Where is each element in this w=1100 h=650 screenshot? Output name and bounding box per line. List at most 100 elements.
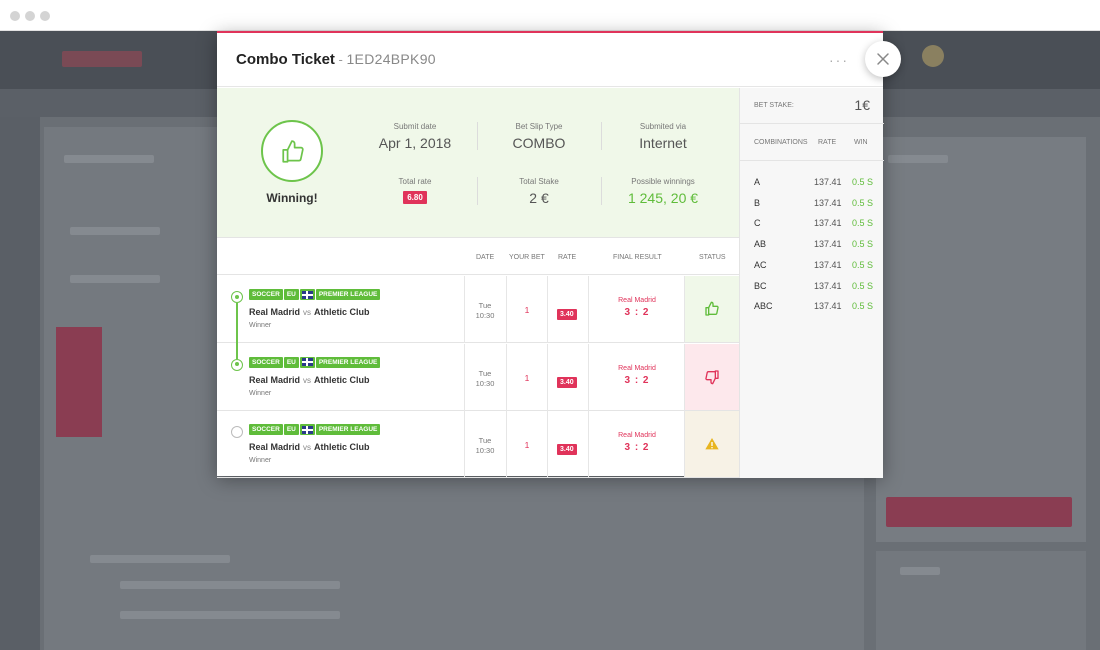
- thumbs-up-icon: [705, 301, 719, 316]
- region-tag: EU: [283, 356, 299, 368]
- match-date: Tue 10:30: [465, 436, 505, 456]
- rate-badge: 3.40: [557, 438, 577, 456]
- final-result: Real Madrid 3 : 2: [589, 365, 685, 386]
- away-team: Athletic Club: [314, 442, 370, 452]
- result-score: 3 : 2: [624, 374, 650, 386]
- combination-row: AC 137.41 0.5 S: [740, 255, 884, 275]
- window-dot-icon[interactable]: [25, 11, 35, 21]
- home-team: Real Madrid: [249, 307, 301, 317]
- region-tag: EU: [283, 424, 299, 435]
- cell-divider: [684, 276, 685, 343]
- match-day: Tue: [478, 368, 492, 378]
- submit-date-value: Apr 1, 2018: [378, 135, 452, 151]
- result-team: Real Madrid: [618, 432, 656, 439]
- market-label: Winner: [249, 389, 272, 397]
- warning-icon: [705, 438, 719, 450]
- match-time: 10:30: [475, 378, 495, 388]
- combination-row: AB 137.41 0.5 S: [740, 234, 884, 254]
- selection-radio[interactable]: [231, 426, 243, 438]
- selection-row: SOCCER EU PREMIER LEAGUE Real Madrid vs Athle…: [217, 411, 739, 478]
- result-score: 3 : 2: [624, 442, 650, 453]
- selection-chain-line: [236, 303, 238, 359]
- header-final-result: FINAL RESULT: [613, 254, 662, 261]
- selections-table-header: DATE YOUR BET RATE FINAL RESULT STATUS: [217, 239, 739, 275]
- combination-row: A 137.41 0.5 S: [740, 172, 884, 192]
- combination-name: A: [754, 177, 761, 187]
- your-bet: 1: [524, 372, 530, 383]
- match-name[interactable]: Real Madrid vs Athletic Club: [249, 375, 370, 385]
- close-button[interactable]: [865, 41, 901, 77]
- more-button[interactable]: ···: [829, 52, 849, 68]
- background-line: [70, 227, 160, 235]
- selection-radio[interactable]: [231, 291, 243, 303]
- divider: [477, 177, 478, 205]
- winning-badge: [261, 120, 323, 182]
- uk-flag-icon: [301, 290, 313, 299]
- league-tag: PREMIER LEAGUE: [315, 289, 381, 300]
- thumbs-down-icon: [705, 369, 719, 384]
- bet-stake-label: BET STAKE:: [754, 102, 794, 109]
- rate-badge: 3.40: [557, 371, 577, 389]
- bet-stake-value[interactable]: 1€: [854, 97, 870, 113]
- vs-label: vs: [303, 308, 312, 317]
- cell-divider: [464, 411, 465, 478]
- close-icon[interactable]: [865, 41, 901, 77]
- combination-name: AC: [754, 259, 767, 270]
- final-result: Real Madrid 3 : 2: [589, 432, 685, 453]
- home-team: Real Madrid: [249, 442, 301, 452]
- result-team: Real Madrid: [618, 297, 656, 304]
- thumbs-up-icon: [282, 140, 304, 163]
- window-dot-icon[interactable]: [40, 11, 50, 21]
- combination-win: 0.5 S: [852, 301, 874, 312]
- combination-win: 0.5 S: [852, 280, 874, 291]
- slip-type-label: Bet Slip Type: [515, 122, 563, 131]
- sport-tag: SOCCER: [249, 289, 283, 300]
- cell-divider: [547, 276, 548, 343]
- rate-value: 3.40: [557, 444, 577, 455]
- cell-divider: [464, 276, 465, 343]
- background-logo: [62, 51, 142, 67]
- cell-divider: [506, 276, 507, 343]
- final-result: Real Madrid 3 : 2: [589, 297, 685, 318]
- cell-divider: [506, 343, 507, 411]
- header-your-bet: YOUR BET: [509, 254, 545, 261]
- ticket-code: 1ED24BPK90: [346, 51, 436, 67]
- submitted-via-block: Submited via Internet: [601, 122, 725, 151]
- combination-name: B: [754, 197, 761, 208]
- match-date: Tue 10:30: [465, 301, 505, 321]
- match-name[interactable]: Real Madrid vs Athletic Club: [249, 307, 370, 317]
- status-cell: [685, 343, 739, 410]
- home-team: Real Madrid: [249, 374, 301, 385]
- submitted-via-value: Internet: [639, 135, 687, 151]
- selection-radio[interactable]: [231, 358, 243, 371]
- event-tags: SOCCER EU PREMIER LEAGUE: [249, 289, 381, 301]
- window-dot-icon[interactable]: [10, 11, 20, 21]
- away-team: Athletic Club: [314, 374, 370, 385]
- ticket-summary: Winning! Submit date Apr 1, 2018 Bet Sli…: [217, 88, 739, 238]
- country-flag-tag: [299, 289, 315, 300]
- browser-chrome: [0, 0, 1100, 31]
- background-avatar: [922, 45, 944, 67]
- sport-tag: SOCCER: [249, 424, 283, 435]
- combination-rate: 137.41: [814, 301, 842, 312]
- modal-header: Combo Ticket - 1ED24BPK90 ···: [217, 33, 883, 87]
- rate-badge: 3.40: [557, 303, 577, 321]
- match-day: Tue: [478, 301, 492, 310]
- vs-label: vs: [303, 443, 312, 452]
- bet-stake-row: BET STAKE: 1€: [740, 88, 884, 124]
- cell-divider: [588, 276, 589, 343]
- match-name[interactable]: Real Madrid vs Athletic Club: [249, 442, 370, 452]
- combinations-header-win: WIN: [854, 139, 868, 146]
- market-label: Winner: [249, 322, 272, 329]
- combo-ticket-modal: Combo Ticket - 1ED24BPK90 ··· Winning! S…: [217, 31, 884, 478]
- divider: [601, 122, 602, 150]
- match-time: 10:30: [475, 311, 495, 320]
- combination-win: 0.5 S: [852, 239, 874, 250]
- background-right-card: [876, 137, 1086, 542]
- combination-name: AB: [754, 239, 767, 250]
- title-separator: -: [334, 52, 347, 67]
- country-flag-tag: [299, 356, 315, 368]
- league-tag: PREMIER LEAGUE: [315, 424, 381, 435]
- selection-row: SOCCER EU PREMIER LEAGUE Real Madrid vs Athle…: [217, 276, 739, 343]
- background-line: [90, 555, 230, 563]
